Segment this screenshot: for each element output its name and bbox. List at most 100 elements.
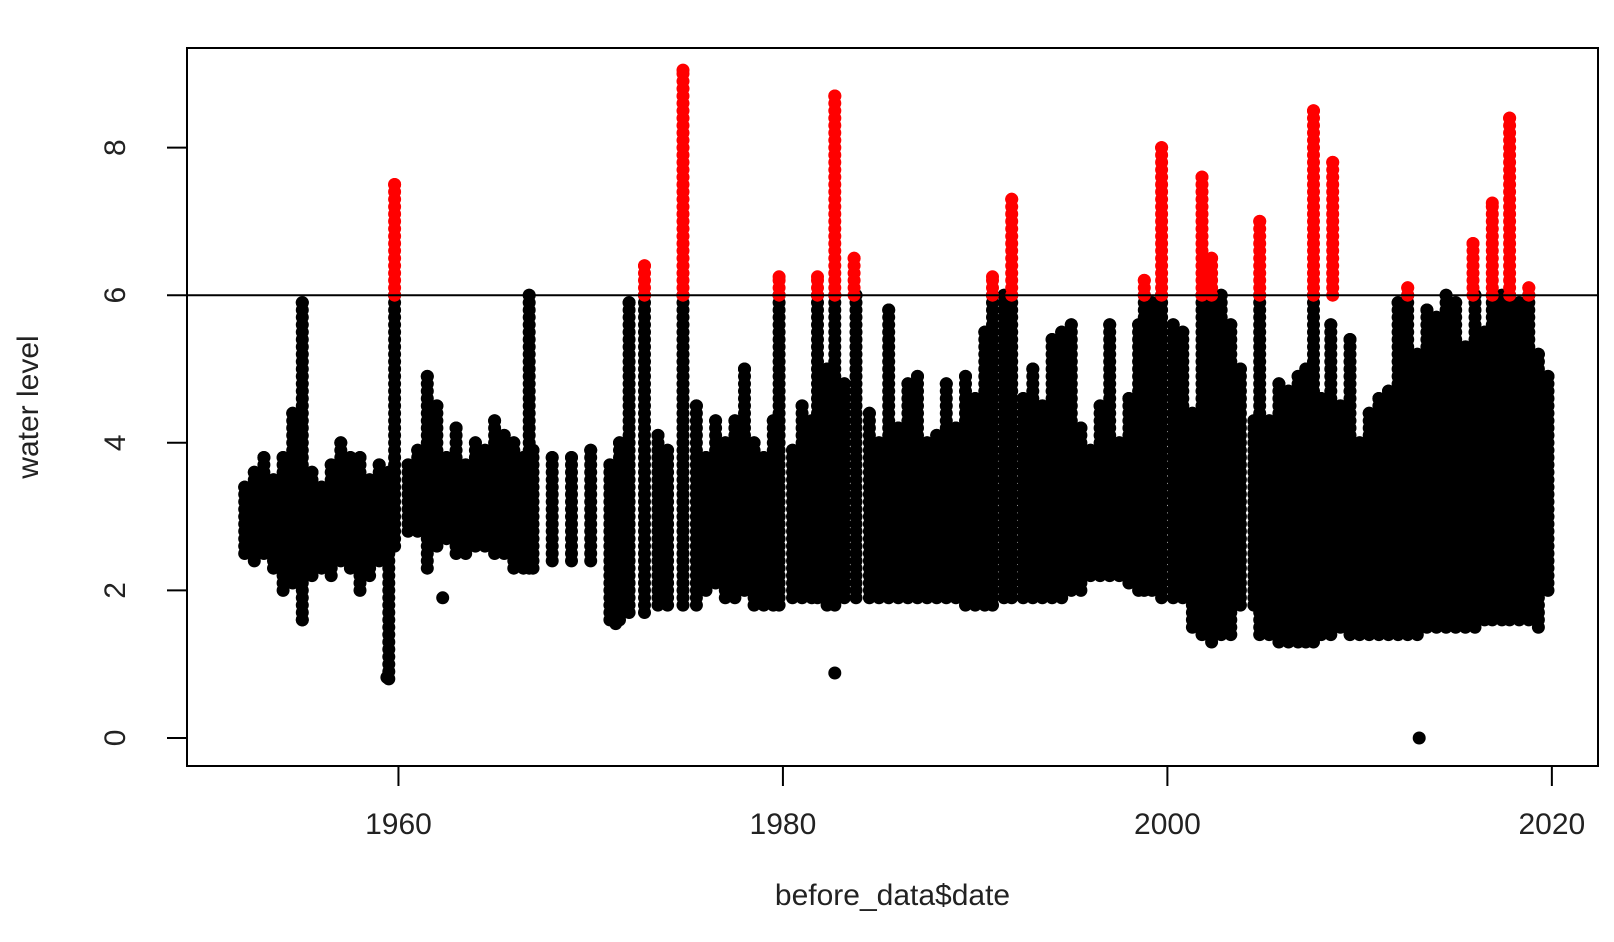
- data-point: [747, 436, 761, 450]
- data-point: [411, 443, 425, 457]
- x-tick-label: 1960: [365, 808, 432, 841]
- data-point: [1391, 296, 1405, 310]
- data-point: [315, 480, 329, 494]
- data-point: [939, 377, 953, 391]
- data-point: [1084, 443, 1097, 457]
- data-point: [1503, 111, 1517, 125]
- data-point: [651, 428, 665, 442]
- data-point: [1382, 384, 1395, 398]
- data-point: [1324, 318, 1338, 332]
- data-point: [1512, 296, 1526, 310]
- data-point: [949, 421, 963, 435]
- data-point: [488, 414, 502, 428]
- data-point: [1531, 347, 1545, 361]
- data-point: [1166, 318, 1180, 332]
- data-point: [847, 251, 861, 265]
- data-point: [1307, 104, 1320, 118]
- data-point: [436, 591, 450, 605]
- data-point: [1035, 399, 1049, 413]
- data-point: [828, 89, 842, 103]
- data-point: [613, 436, 626, 450]
- data-point: [1412, 731, 1426, 745]
- data-point: [1045, 333, 1059, 346]
- data-point: [1064, 318, 1078, 332]
- data-point: [276, 451, 290, 464]
- data-point: [286, 406, 300, 420]
- data-point: [430, 399, 444, 413]
- data-point: [380, 670, 394, 684]
- data-point: [872, 436, 886, 450]
- data-point: [353, 451, 367, 464]
- data-point: [1372, 392, 1386, 405]
- data-point: [507, 436, 521, 450]
- data-point: [1522, 281, 1536, 295]
- data-point: [1224, 318, 1238, 332]
- data-point: [968, 392, 982, 405]
- data-point: [401, 458, 415, 472]
- data-point: [1326, 155, 1340, 169]
- data-point: [882, 303, 896, 317]
- data-point: [1253, 214, 1267, 228]
- data-point: [1155, 141, 1169, 155]
- data-point: [459, 458, 473, 472]
- data-point: [1466, 237, 1480, 250]
- y-axis: 0 2 4 6 8: [99, 139, 188, 746]
- data-point: [738, 362, 751, 376]
- data-point: [828, 666, 842, 680]
- data-point: [238, 480, 252, 494]
- data-point: [901, 377, 915, 391]
- data-point: [1093, 399, 1107, 413]
- data-point: [622, 296, 636, 310]
- data-point: [295, 613, 309, 627]
- data-point: [420, 369, 434, 383]
- data-point: [1410, 347, 1424, 361]
- data-point: [440, 451, 453, 464]
- data-point: [526, 443, 540, 457]
- data-point: [1026, 362, 1040, 376]
- x-axis: 1960 1980 2000 2020: [365, 765, 1585, 841]
- data-point: [343, 451, 357, 464]
- data-point: [1272, 377, 1286, 391]
- data-point: [565, 451, 578, 464]
- data-point: [911, 369, 924, 383]
- y-tick-label: 6: [99, 287, 132, 304]
- y-tick-label: 8: [99, 139, 132, 156]
- data-point: [1233, 362, 1247, 376]
- data-point: [334, 436, 348, 450]
- data-point: [1055, 325, 1069, 339]
- data-point: [772, 270, 786, 284]
- x-tick-label: 1980: [750, 808, 817, 841]
- data-point: [257, 451, 271, 464]
- data-point: [795, 399, 809, 413]
- data-point: [545, 451, 559, 464]
- data-point: [638, 259, 651, 273]
- data-point: [478, 443, 492, 457]
- x-tick-label: 2000: [1134, 808, 1201, 841]
- data-point: [1103, 318, 1117, 332]
- data-point: [1362, 406, 1376, 420]
- data-point: [676, 63, 690, 77]
- data-point: [811, 270, 824, 284]
- data-point: [728, 414, 742, 428]
- data-point: [363, 473, 377, 487]
- data-point: [891, 421, 905, 435]
- data-point: [1541, 369, 1555, 383]
- data-point: [1353, 436, 1367, 450]
- data-point: [1195, 170, 1209, 184]
- data-point: [609, 617, 623, 631]
- data-point: [1314, 392, 1328, 405]
- data-point: [468, 436, 482, 450]
- y-tick-label: 2: [99, 582, 132, 599]
- data-point: [1137, 273, 1151, 287]
- data-point: [1485, 196, 1499, 210]
- data-point: [1074, 421, 1088, 435]
- data-point: [699, 451, 713, 464]
- data-point: [1282, 384, 1295, 398]
- data-point: [388, 178, 402, 191]
- data-point: [837, 377, 851, 391]
- x-axis-title: before_data$date: [775, 879, 1010, 912]
- data-point: [1185, 406, 1199, 420]
- data-point: [603, 458, 617, 472]
- data-point: [709, 414, 723, 428]
